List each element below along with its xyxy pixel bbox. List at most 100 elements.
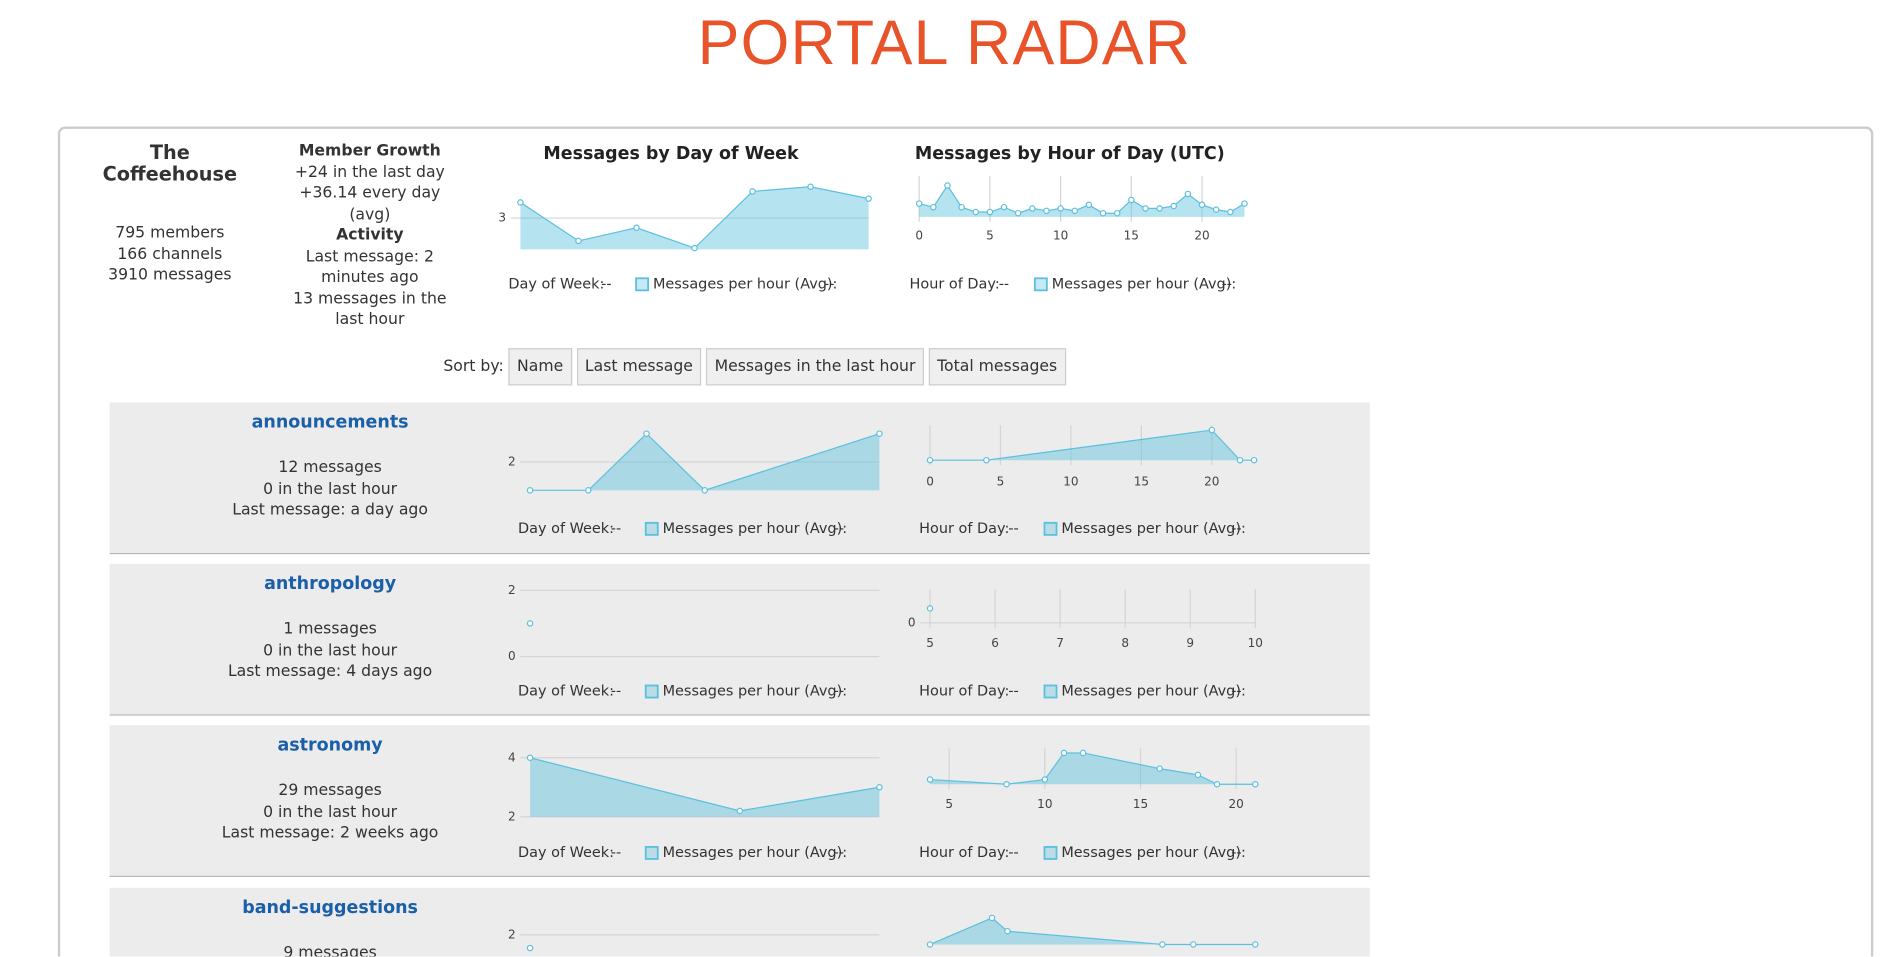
channel-messages: 12 messages bbox=[278, 458, 382, 478]
y-tick-label: 0 bbox=[508, 649, 516, 663]
point bbox=[944, 182, 951, 189]
channel-last-message: Last message: a day ago bbox=[232, 501, 428, 520]
area bbox=[930, 430, 1255, 461]
point bbox=[1060, 749, 1068, 757]
channel-name[interactable]: anthropology bbox=[264, 574, 397, 594]
point bbox=[585, 487, 592, 494]
channel-name[interactable]: band-suggestions bbox=[242, 898, 418, 918]
x-tick-label: 5 bbox=[945, 797, 953, 811]
last-hour: 13 messages in the last hour bbox=[293, 289, 447, 329]
point bbox=[1208, 426, 1216, 434]
point bbox=[526, 754, 534, 762]
sort-button[interactable]: Total messages bbox=[928, 348, 1066, 386]
point bbox=[915, 200, 923, 207]
legend-value: -- bbox=[834, 521, 844, 537]
point bbox=[1142, 205, 1149, 212]
legend-swatch bbox=[644, 521, 659, 536]
channel-name[interactable]: astronomy bbox=[277, 736, 383, 756]
point bbox=[986, 208, 994, 216]
y-tick-label: 0 bbox=[908, 615, 916, 629]
x-tick-label: 10 bbox=[1037, 797, 1052, 811]
point bbox=[526, 620, 534, 627]
growth-title: Member Growth bbox=[298, 142, 441, 161]
point bbox=[1113, 209, 1121, 217]
legend-label: Messages per hour (Avg): bbox=[663, 845, 847, 861]
y-tick-label: 3 bbox=[498, 211, 506, 225]
legend-swatch bbox=[1033, 277, 1048, 292]
point bbox=[930, 203, 937, 211]
point bbox=[1099, 209, 1107, 217]
point bbox=[1156, 765, 1163, 772]
point bbox=[958, 203, 965, 211]
sort-button[interactable]: Last message bbox=[576, 348, 702, 386]
channel-name[interactable]: announcements bbox=[251, 413, 409, 433]
hover-value: -- bbox=[1008, 683, 1018, 699]
legend-label: Messages per hour (Avg): bbox=[1061, 845, 1246, 861]
hover-label: Hour of Day: bbox=[919, 845, 1009, 861]
channel-row: anthropology 1 messages 0 in the last hour… bbox=[109, 563, 1370, 716]
legend-label: Messages per hour (Avg): bbox=[653, 276, 838, 292]
hover-label: Hour of Day: bbox=[910, 276, 1000, 292]
point bbox=[876, 784, 883, 791]
point bbox=[643, 430, 650, 437]
legend-value: -- bbox=[834, 683, 844, 699]
point bbox=[1003, 781, 1010, 788]
legend-value: -- bbox=[1231, 845, 1241, 861]
legend-label: Messages per hour (Avg): bbox=[663, 521, 847, 537]
point bbox=[1212, 206, 1220, 213]
legend-value: -- bbox=[1231, 521, 1241, 537]
x-tick-label: 10 bbox=[1248, 636, 1263, 650]
chart-title: Messages by Hour of Day (UTC) bbox=[915, 144, 1225, 164]
x-tick-label: 10 bbox=[1053, 229, 1068, 243]
channel-last-hour: 0 in the last hour bbox=[263, 802, 398, 822]
point bbox=[736, 807, 743, 815]
point bbox=[1241, 200, 1248, 207]
hover-value: -- bbox=[1008, 521, 1018, 537]
point bbox=[691, 244, 698, 252]
point bbox=[517, 199, 524, 206]
server-info: The Coffeehouse 795 members 166 channels… bbox=[80, 142, 261, 286]
sort-button[interactable]: Messages in the last hour bbox=[706, 348, 924, 386]
x-tick-label: 20 bbox=[1204, 474, 1219, 488]
point bbox=[972, 208, 980, 216]
legend-swatch bbox=[1043, 521, 1058, 536]
legend-label: Messages per hour (Avg): bbox=[1061, 521, 1246, 537]
point bbox=[1029, 205, 1036, 212]
area bbox=[919, 185, 1245, 217]
channel-last-hour: 0 in the last hour bbox=[263, 641, 398, 660]
point bbox=[1085, 201, 1093, 209]
point bbox=[1128, 196, 1135, 204]
sort-button[interactable]: Name bbox=[508, 348, 572, 386]
legend-value: -- bbox=[1222, 276, 1232, 292]
x-tick-label: 6 bbox=[991, 636, 999, 650]
hover-value: -- bbox=[601, 276, 611, 292]
point bbox=[1079, 749, 1087, 757]
hover-value: -- bbox=[611, 683, 621, 699]
legend-label: Messages per hour (Avg): bbox=[663, 683, 847, 699]
hover-label: Hour of Day: bbox=[919, 521, 1009, 537]
point bbox=[1190, 941, 1197, 948]
point bbox=[1156, 205, 1163, 212]
hover-label: Day of Week: bbox=[518, 683, 614, 699]
point bbox=[1194, 771, 1202, 779]
area bbox=[530, 433, 880, 491]
x-tick-label: 15 bbox=[1134, 474, 1149, 488]
x-tick-label: 5 bbox=[926, 636, 934, 650]
hover-value: -- bbox=[1008, 845, 1018, 861]
point bbox=[876, 430, 883, 437]
point bbox=[1057, 205, 1064, 212]
area bbox=[530, 757, 880, 817]
x-tick-label: 7 bbox=[1056, 636, 1064, 650]
point bbox=[526, 944, 534, 952]
point bbox=[1184, 190, 1192, 198]
growth-avg: +36.14 every day (avg) bbox=[299, 184, 441, 224]
point bbox=[1170, 202, 1177, 210]
channel-count: 166 channels bbox=[117, 245, 223, 264]
y-tick-label: 2 bbox=[508, 455, 516, 469]
area bbox=[520, 186, 869, 250]
last-message: Last message: 2 minutes ago bbox=[305, 247, 434, 287]
x-tick-label: 9 bbox=[1186, 636, 1194, 650]
line bbox=[929, 917, 1256, 946]
